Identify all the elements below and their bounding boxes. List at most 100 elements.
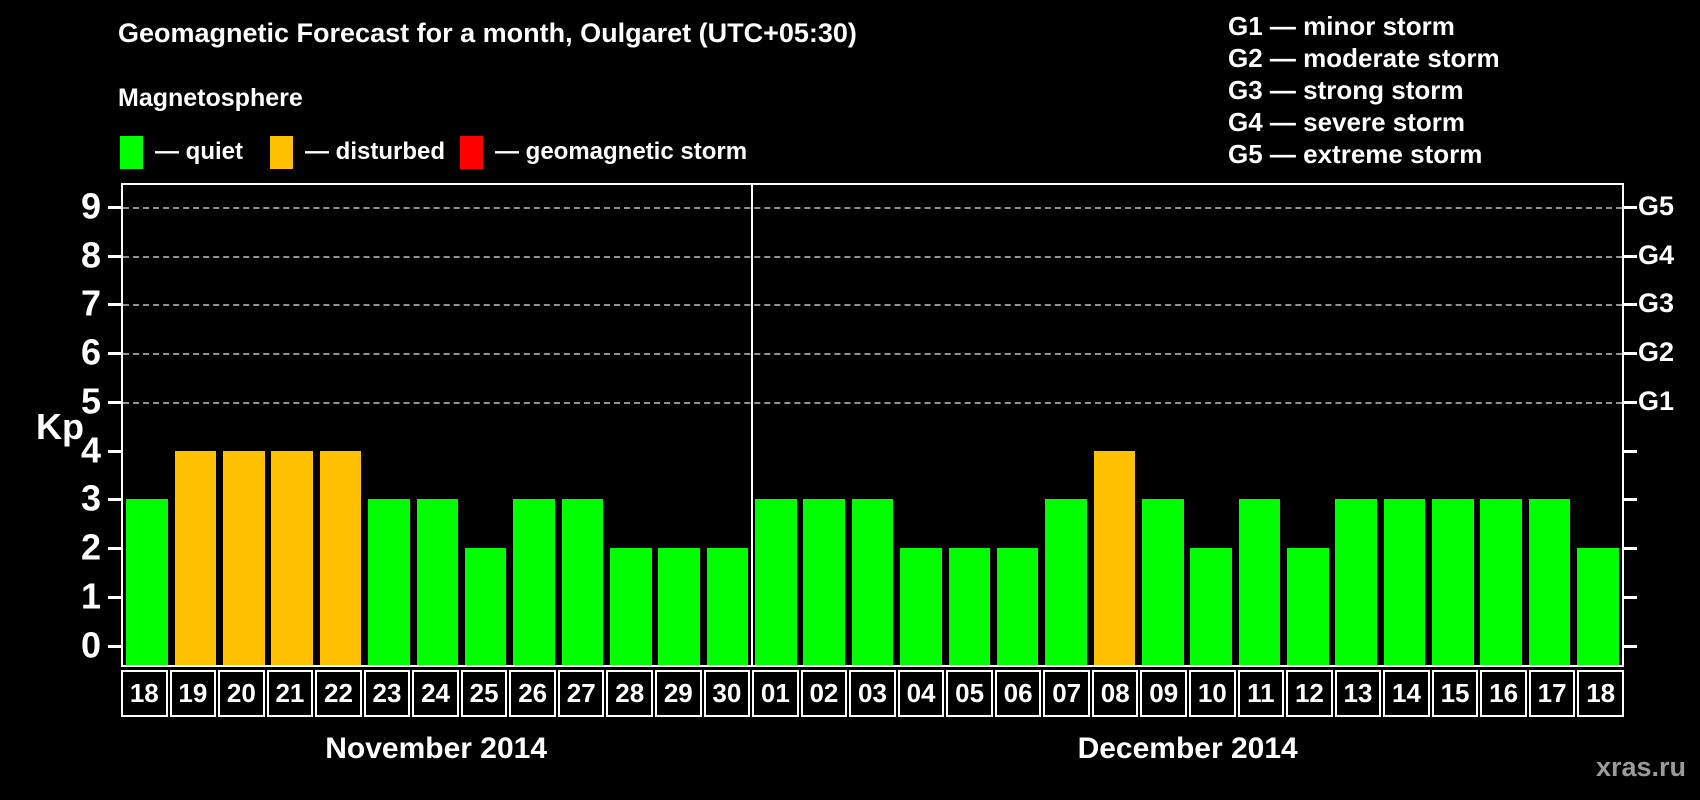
date-cell-14: 14: [1383, 670, 1430, 717]
date-cell-29: 29: [655, 670, 702, 717]
month-label-november: November 2014: [325, 732, 548, 765]
y-tick-label-3: 3: [80, 477, 101, 519]
g-axis-label-g2: G2: [1638, 337, 1675, 368]
magnetosphere-label: Magnetosphere: [118, 84, 303, 112]
left-tick-kp3: [108, 498, 121, 502]
kp-bar-november-30: [706, 548, 749, 665]
y-tick-label-5: 5: [80, 380, 101, 422]
date-cell-17: 17: [1528, 670, 1576, 717]
date-cell-18: 18: [1577, 670, 1624, 717]
kp-bar-december-17: [1528, 499, 1571, 665]
bar-slot: [897, 185, 945, 665]
legend-item-quiet: — quiet: [120, 135, 243, 169]
storm-swatch-icon: [460, 135, 483, 169]
left-tick-kp6: [108, 352, 121, 356]
quiet-swatch-icon: [120, 135, 143, 169]
date-cell-20: 20: [218, 670, 265, 717]
y-tick-label-9: 9: [80, 185, 101, 227]
date-cell-25: 25: [460, 670, 508, 717]
date-cell-08: 08: [1091, 670, 1139, 717]
kp-bar-december-02: [803, 499, 845, 665]
bar-slot: [1235, 185, 1283, 665]
g-axis-label-g3: G3: [1638, 288, 1675, 319]
legend-label-storm: — geomagnetic storm: [495, 138, 748, 165]
kp-bar-december-09: [1141, 499, 1184, 665]
legend-label-disturbed: — disturbed: [305, 138, 446, 165]
bar-slot: [655, 185, 703, 665]
bars-container: [123, 185, 1622, 665]
bar-slot: [1525, 185, 1573, 665]
date-cell-11: 11: [1237, 670, 1285, 717]
gridline-kp5: [123, 401, 1622, 404]
bar-slot: [220, 185, 268, 665]
kp-bar-november-27: [561, 499, 604, 665]
y-tick-label-7: 7: [80, 282, 101, 324]
kp-bar-november-29: [658, 548, 700, 665]
legend-label-quiet: — quiet: [155, 138, 243, 165]
left-tick-kp4: [108, 449, 121, 453]
date-cell-23: 23: [363, 670, 411, 717]
month-separator: [750, 185, 753, 665]
date-axis: 18 19 20 21 22 23 24 25 26 27 28 29 30 01 02 03 04 05 06 07…: [121, 670, 1624, 717]
date-cell-05: 05: [946, 670, 993, 717]
kp-bar-december-05: [948, 548, 991, 665]
bar-slot: [1429, 185, 1477, 665]
right-tick-kp7: [1624, 303, 1637, 307]
right-tick-kp8: [1624, 254, 1637, 258]
date-cell-26: 26: [509, 670, 556, 717]
bar-slot: [1284, 185, 1332, 665]
gridline-kp6: [123, 353, 1622, 356]
kp-bar-november-20: [223, 450, 265, 665]
bar-slot: [268, 185, 316, 665]
gridline-kp9: [123, 206, 1622, 209]
y-tick-label-8: 8: [80, 233, 101, 275]
bar-slot: [752, 185, 800, 665]
date-cell-06: 06: [994, 670, 1042, 717]
kp-bar-november-25: [464, 548, 507, 665]
kp-bar-december-14: [1383, 499, 1426, 665]
chart-title: Geomagnetic Forecast for a month, Oulgar…: [118, 18, 857, 48]
left-tick-kp8: [108, 254, 121, 258]
bar-slot: [365, 185, 413, 665]
bar-slot: [703, 185, 751, 665]
date-cell-24: 24: [412, 670, 459, 717]
kp-bar-november-19: [174, 450, 217, 665]
right-tick-kp9: [1624, 205, 1637, 209]
kp-bar-december-16: [1480, 499, 1523, 665]
bar-slot: [800, 185, 848, 665]
date-cell-04: 04: [897, 670, 945, 717]
disturbed-swatch-icon: [270, 135, 293, 169]
date-cell-01: 01: [752, 670, 799, 717]
date-cell-15: 15: [1431, 670, 1479, 717]
date-cell-02: 02: [800, 670, 848, 717]
bar-slot: [510, 185, 558, 665]
date-cell-28: 28: [606, 670, 654, 717]
bar-slot: [1574, 185, 1622, 665]
y-tick-label-0: 0: [80, 623, 101, 665]
kp-bar-november-28: [609, 548, 652, 665]
kp-bar-december-01: [755, 499, 797, 665]
storm-scale-legend: G1 — minor storm G2 — moderate storm G3 — …: [1228, 10, 1500, 170]
bar-slot: [558, 185, 606, 665]
date-cell-19: 19: [169, 670, 217, 717]
gridline-kp7: [123, 304, 1622, 307]
date-cell-21: 21: [266, 670, 314, 717]
bar-slot: [1042, 185, 1090, 665]
left-tick-kp7: [108, 303, 121, 307]
left-tick-kp9: [108, 205, 121, 209]
bar-slot: [171, 185, 219, 665]
kp-bar-december-06: [996, 548, 1039, 665]
storm-scale-g3: G3 — strong storm: [1228, 75, 1464, 105]
date-cell-03: 03: [849, 670, 896, 717]
bar-slot: [1090, 185, 1138, 665]
bar-slot: [123, 185, 171, 665]
y-tick-label-4: 4: [80, 428, 101, 470]
magnetosphere-legend: — quiet — disturbed — geomagnetic storm: [0, 135, 1200, 169]
date-cell-10: 10: [1189, 670, 1236, 717]
date-cell-12: 12: [1286, 670, 1333, 717]
left-tick-kp2: [108, 547, 121, 551]
bar-slot: [848, 185, 896, 665]
storm-scale-g5: G5 — extreme storm: [1228, 139, 1483, 169]
right-tick-kp4: [1624, 449, 1637, 453]
